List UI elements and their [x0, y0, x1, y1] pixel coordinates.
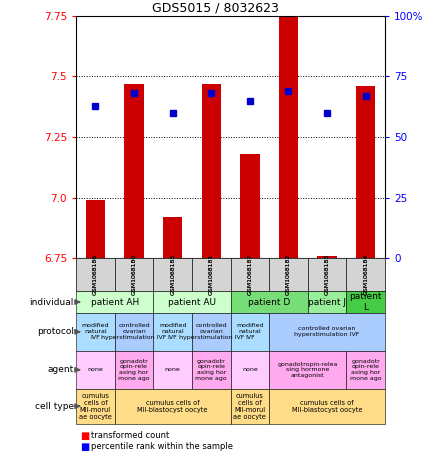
Text: GSM1068184: GSM1068184 — [362, 254, 367, 295]
Text: GSM1068183: GSM1068183 — [324, 254, 329, 295]
Text: gonadotr
opin-rele
asing hor
mone ago: gonadotr opin-rele asing hor mone ago — [118, 359, 149, 381]
Text: patient AU: patient AU — [168, 298, 215, 307]
Text: patient J: patient J — [307, 298, 345, 307]
Text: transformed count: transformed count — [91, 431, 169, 440]
Text: GSM1068184: GSM1068184 — [362, 254, 367, 295]
Text: GSM1068182: GSM1068182 — [285, 254, 290, 295]
Text: agent: agent — [48, 365, 74, 374]
Title: GDS5015 / 8032623: GDS5015 / 8032623 — [151, 2, 278, 14]
Text: GSM1068185: GSM1068185 — [170, 254, 175, 295]
Bar — [85, 200, 105, 258]
Text: GSM1068182: GSM1068182 — [285, 254, 290, 295]
Text: patient AH: patient AH — [90, 298, 138, 307]
Text: controlled
ovarian
hyperstimulation IVF: controlled ovarian hyperstimulation IVF — [178, 323, 243, 340]
Text: GSM1068183: GSM1068183 — [324, 254, 329, 295]
Text: patient D: patient D — [247, 298, 289, 307]
Text: none: none — [87, 367, 103, 372]
Text: GSM1068186: GSM1068186 — [93, 254, 98, 295]
Bar — [201, 84, 220, 258]
Text: cell type: cell type — [35, 402, 74, 411]
Bar — [355, 86, 375, 258]
Text: none: none — [241, 367, 257, 372]
Text: gonadotr
opin-rele
asing hor
mone ago: gonadotr opin-rele asing hor mone ago — [349, 359, 381, 381]
Text: GSM1068185: GSM1068185 — [170, 254, 175, 295]
Bar — [124, 84, 143, 258]
Text: none: none — [164, 367, 180, 372]
Text: cumulus
cells of
MII-morul
ae oocyte: cumulus cells of MII-morul ae oocyte — [233, 393, 266, 419]
Bar — [163, 217, 182, 258]
Text: ■: ■ — [80, 442, 89, 452]
Text: GSM1068187: GSM1068187 — [247, 254, 252, 295]
Text: controlled
ovarian
hyperstimulation IVF: controlled ovarian hyperstimulation IVF — [101, 323, 166, 340]
Text: cumulus cells of
MII-blastocyst oocyte: cumulus cells of MII-blastocyst oocyte — [137, 400, 207, 413]
Text: GSM1068181: GSM1068181 — [208, 254, 213, 295]
Text: ■: ■ — [80, 431, 89, 441]
Bar — [240, 154, 259, 258]
Text: percentile rank within the sample: percentile rank within the sample — [91, 442, 233, 451]
Text: GSM1068180: GSM1068180 — [131, 254, 136, 295]
Bar — [317, 256, 336, 258]
Text: gonadotr
opin-rele
asing hor
mone ago: gonadotr opin-rele asing hor mone ago — [195, 359, 227, 381]
Bar — [278, 0, 297, 258]
Text: cumulus
cells of
MII-morul
ae oocyte: cumulus cells of MII-morul ae oocyte — [79, 393, 112, 419]
Text: GSM1068181: GSM1068181 — [208, 254, 213, 295]
Text: modified
natural
IVF: modified natural IVF — [82, 323, 109, 340]
Text: controlled ovarian
hyperstimulation IVF: controlled ovarian hyperstimulation IVF — [294, 327, 359, 337]
Text: GSM1068187: GSM1068187 — [247, 254, 252, 295]
Text: modified
natural
IVF: modified natural IVF — [236, 323, 263, 340]
Text: modified
natural
IVF: modified natural IVF — [158, 323, 186, 340]
Text: GSM1068180: GSM1068180 — [131, 254, 136, 295]
Text: patient
L: patient L — [349, 292, 381, 312]
Text: gonadotropin-relea
sing hormone
antagonist: gonadotropin-relea sing hormone antagoni… — [277, 361, 337, 378]
Text: protocol: protocol — [37, 327, 74, 336]
Text: cumulus cells of
MII-blastocyst oocyte: cumulus cells of MII-blastocyst oocyte — [291, 400, 362, 413]
Text: GSM1068186: GSM1068186 — [93, 254, 98, 295]
Text: individual: individual — [30, 298, 74, 307]
